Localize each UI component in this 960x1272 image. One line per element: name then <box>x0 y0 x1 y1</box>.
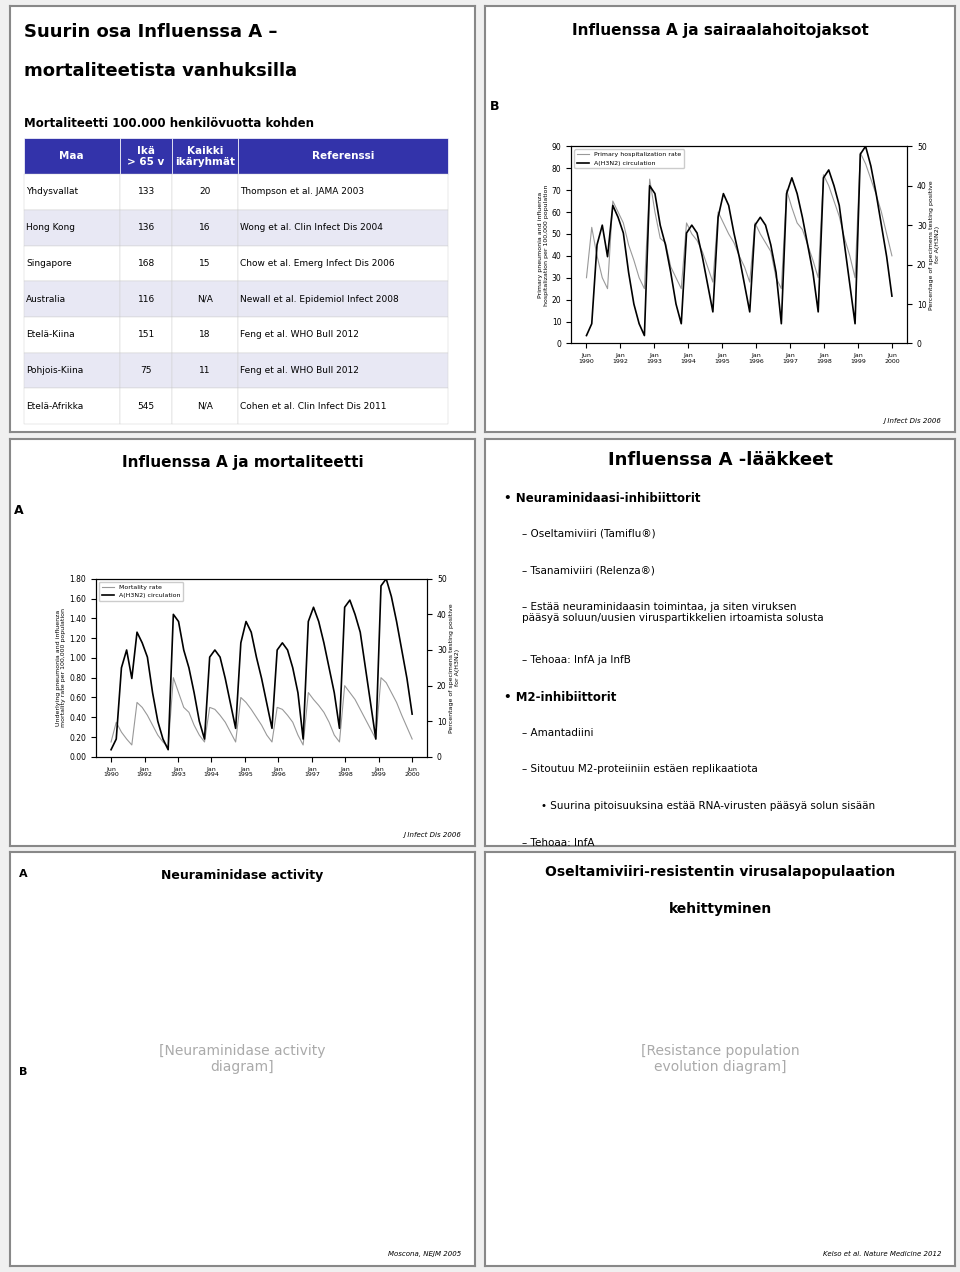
Text: Feng et al. WHO Bull 2012: Feng et al. WHO Bull 2012 <box>240 331 359 340</box>
Text: mortaliteetista vanhuksilla: mortaliteetista vanhuksilla <box>24 62 297 80</box>
FancyBboxPatch shape <box>238 174 448 210</box>
Text: – Tehoaa: InfA ja InfB: – Tehoaa: InfA ja InfB <box>522 655 632 664</box>
Text: Wong et al. Clin Infect Dis 2004: Wong et al. Clin Infect Dis 2004 <box>240 223 383 233</box>
Text: Influenssa A -lääkkeet: Influenssa A -lääkkeet <box>608 452 832 469</box>
Text: J Infect Dis 2006: J Infect Dis 2006 <box>403 832 461 838</box>
FancyBboxPatch shape <box>120 174 173 210</box>
Text: • Neuraminidaasi-inhibiittorit: • Neuraminidaasi-inhibiittorit <box>504 492 700 505</box>
Text: 11: 11 <box>200 366 211 375</box>
Y-axis label: Primary pneumonia and influenza
hospitalization per 100,000 population: Primary pneumonia and influenza hospital… <box>539 184 549 305</box>
FancyBboxPatch shape <box>238 281 448 317</box>
FancyBboxPatch shape <box>24 388 120 424</box>
Text: Maa: Maa <box>60 151 84 162</box>
Text: 133: 133 <box>137 187 155 196</box>
Text: Feng et al. WHO Bull 2012: Feng et al. WHO Bull 2012 <box>240 366 359 375</box>
Text: A: A <box>19 869 28 879</box>
Legend: Primary hospitalization rate, A(H3N2) circulation: Primary hospitalization rate, A(H3N2) ci… <box>574 149 684 168</box>
Text: Mortaliteetti 100.000 henkilövuotta kohden: Mortaliteetti 100.000 henkilövuotta kohd… <box>24 117 314 130</box>
Text: Pohjois-Kiina: Pohjois-Kiina <box>26 366 84 375</box>
Text: Cohen et al. Clin Infect Dis 2011: Cohen et al. Clin Infect Dis 2011 <box>240 402 387 411</box>
Text: Singapore: Singapore <box>26 259 72 268</box>
FancyBboxPatch shape <box>173 281 238 317</box>
FancyBboxPatch shape <box>24 210 120 245</box>
Text: Ikä
> 65 v: Ikä > 65 v <box>128 145 165 167</box>
Text: – Tsanamiviiri (Relenza®): – Tsanamiviiri (Relenza®) <box>522 565 656 575</box>
Legend: Mortality rate, A(H3N2) circulation: Mortality rate, A(H3N2) circulation <box>99 581 183 600</box>
FancyBboxPatch shape <box>24 174 120 210</box>
Text: 15: 15 <box>200 259 211 268</box>
Text: [Resistance population
evolution diagram]: [Resistance population evolution diagram… <box>640 1044 800 1074</box>
FancyBboxPatch shape <box>238 245 448 281</box>
FancyBboxPatch shape <box>173 245 238 281</box>
FancyBboxPatch shape <box>238 139 448 174</box>
Text: Oseltamiviiri-resistentin virusalapopulaation: Oseltamiviiri-resistentin virusalapopula… <box>545 865 895 879</box>
Text: J Infect Dis 2006: J Infect Dis 2006 <box>883 417 941 424</box>
Text: B: B <box>19 1067 27 1077</box>
Text: Australia: Australia <box>26 295 66 304</box>
Text: 545: 545 <box>137 402 155 411</box>
Text: – Tehoaa: InfA: – Tehoaa: InfA <box>522 838 595 847</box>
Text: Chow et al. Emerg Infect Dis 2006: Chow et al. Emerg Infect Dis 2006 <box>240 259 395 268</box>
Text: B: B <box>490 100 499 113</box>
FancyBboxPatch shape <box>120 281 173 317</box>
Y-axis label: Percentage of specimens testing positive
for A(H3N2): Percentage of specimens testing positive… <box>449 603 460 733</box>
Y-axis label: Underlying pneumonia and influenza
mortality rate per 100,000 population: Underlying pneumonia and influenza morta… <box>56 608 66 728</box>
FancyBboxPatch shape <box>120 317 173 352</box>
Text: 75: 75 <box>140 366 152 375</box>
Text: Neuraminidase activity: Neuraminidase activity <box>161 869 324 881</box>
Text: Kaikki
ikäryhmät: Kaikki ikäryhmät <box>175 145 235 167</box>
FancyBboxPatch shape <box>238 352 448 388</box>
Text: Etelä-Kiina: Etelä-Kiina <box>26 331 75 340</box>
Text: 151: 151 <box>137 331 155 340</box>
Text: Etelä-Afrikka: Etelä-Afrikka <box>26 402 84 411</box>
FancyBboxPatch shape <box>173 388 238 424</box>
FancyBboxPatch shape <box>238 317 448 352</box>
FancyBboxPatch shape <box>120 352 173 388</box>
FancyBboxPatch shape <box>24 281 120 317</box>
Text: Suurin osa Influenssa A –: Suurin osa Influenssa A – <box>24 23 277 42</box>
FancyBboxPatch shape <box>173 317 238 352</box>
Text: N/A: N/A <box>197 295 213 304</box>
FancyBboxPatch shape <box>24 317 120 352</box>
FancyBboxPatch shape <box>24 245 120 281</box>
Text: Thompson et al. JAMA 2003: Thompson et al. JAMA 2003 <box>240 187 365 196</box>
Text: 18: 18 <box>200 331 211 340</box>
Text: A: A <box>14 504 24 516</box>
FancyBboxPatch shape <box>24 139 120 174</box>
FancyBboxPatch shape <box>238 210 448 245</box>
FancyBboxPatch shape <box>173 139 238 174</box>
Text: 16: 16 <box>200 223 211 233</box>
FancyBboxPatch shape <box>120 139 173 174</box>
Text: kehittyminen: kehittyminen <box>668 902 772 916</box>
Text: Referenssi: Referenssi <box>312 151 374 162</box>
Text: 168: 168 <box>137 259 155 268</box>
Text: [Neuraminidase activity
diagram]: [Neuraminidase activity diagram] <box>159 1044 325 1074</box>
Text: 20: 20 <box>200 187 211 196</box>
Text: – Estää neuraminidaasin toimintaa, ja siten viruksen
pääsyä soluun/uusien virusp: – Estää neuraminidaasin toimintaa, ja si… <box>522 602 824 623</box>
FancyBboxPatch shape <box>120 245 173 281</box>
Text: • M2-inhibiittorit: • M2-inhibiittorit <box>504 691 616 705</box>
Text: Newall et al. Epidemiol Infect 2008: Newall et al. Epidemiol Infect 2008 <box>240 295 399 304</box>
Text: Influenssa A ja sairaalahoitojaksot: Influenssa A ja sairaalahoitojaksot <box>571 23 869 38</box>
FancyBboxPatch shape <box>173 174 238 210</box>
Text: Hong Kong: Hong Kong <box>26 223 75 233</box>
Text: 136: 136 <box>137 223 155 233</box>
Text: Moscona, NEJM 2005: Moscona, NEJM 2005 <box>388 1252 461 1257</box>
Text: N/A: N/A <box>197 402 213 411</box>
FancyBboxPatch shape <box>120 210 173 245</box>
FancyBboxPatch shape <box>173 352 238 388</box>
FancyBboxPatch shape <box>173 210 238 245</box>
Text: – Oseltamiviiri (Tamiflu®): – Oseltamiviiri (Tamiflu®) <box>522 528 656 538</box>
FancyBboxPatch shape <box>24 352 120 388</box>
Text: Influenssa A ja mortaliteetti: Influenssa A ja mortaliteetti <box>122 455 363 471</box>
Text: Kelso et al. Nature Medicine 2012: Kelso et al. Nature Medicine 2012 <box>823 1252 941 1257</box>
Text: • Suurina pitoisuuksina estää RNA-virusten pääsyä solun sisään: • Suurina pitoisuuksina estää RNA-virust… <box>541 801 876 812</box>
Y-axis label: Percentage of specimens testing positive
for A(H3N2): Percentage of specimens testing positive… <box>929 181 940 309</box>
Text: Yhdysvallat: Yhdysvallat <box>26 187 78 196</box>
FancyBboxPatch shape <box>238 388 448 424</box>
Text: 116: 116 <box>137 295 155 304</box>
FancyBboxPatch shape <box>120 388 173 424</box>
Text: – Sitoutuu M2-proteiiniin estäen replikaatiota: – Sitoutuu M2-proteiiniin estäen replika… <box>522 764 758 775</box>
Text: – Amantadiini: – Amantadiini <box>522 728 594 738</box>
